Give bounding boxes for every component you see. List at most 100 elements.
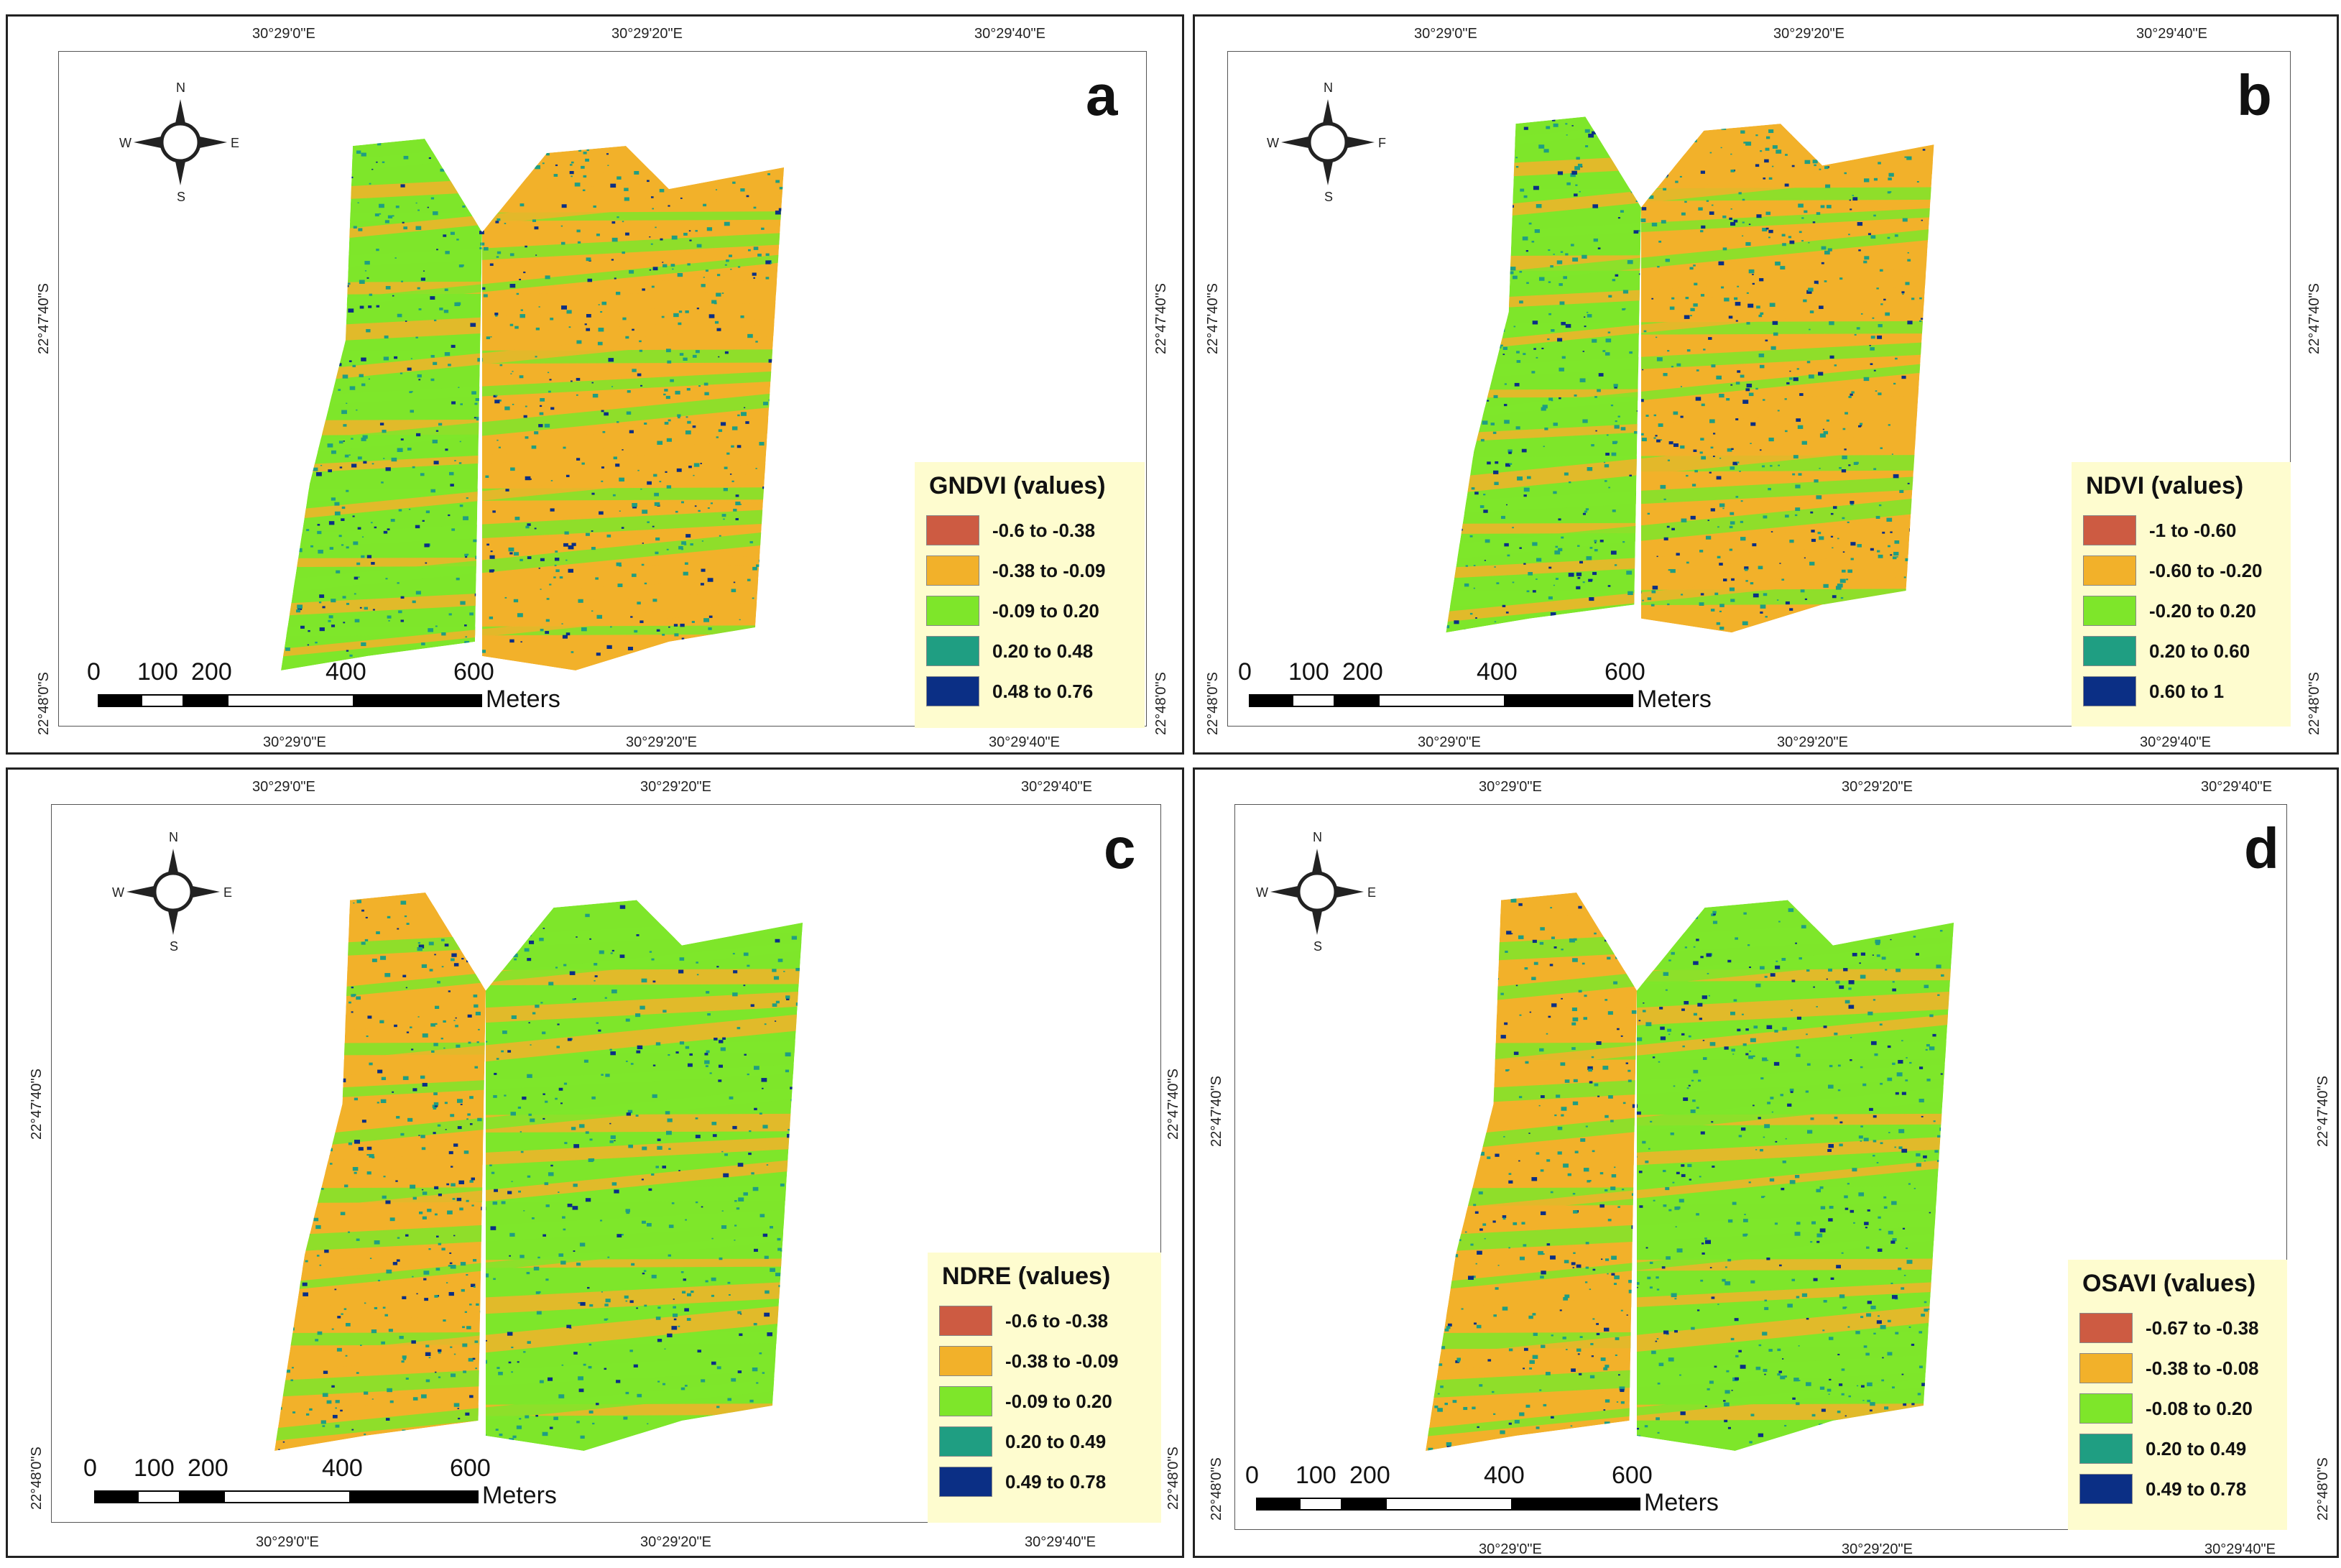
vegetation-pixel	[706, 140, 711, 143]
vegetation-pixel	[1617, 217, 1620, 219]
vegetation-pixel	[472, 1357, 476, 1360]
vegetation-pixel	[662, 1166, 667, 1168]
vegetation-pixel	[525, 245, 527, 248]
vegetation-pixel	[673, 313, 679, 318]
vegetation-pixel	[1920, 432, 1926, 436]
vegetation-pixel	[666, 438, 672, 442]
vegetation-pixel	[262, 1296, 267, 1300]
vegetation-pixel	[1636, 1435, 1641, 1439]
vegetation-pixel	[467, 1014, 472, 1018]
vegetation-pixel	[289, 959, 294, 962]
vegetation-pixel	[406, 125, 408, 126]
vegetation-pixel	[1543, 1403, 1547, 1407]
vegetation-pixel	[1716, 622, 1721, 625]
vegetation-pixel	[1465, 325, 1472, 330]
vegetation-pixel	[517, 1361, 520, 1363]
vegetation-pixel	[1603, 1367, 1608, 1370]
vegetation-pixel	[1635, 1156, 1638, 1158]
vegetation-pixel	[606, 645, 612, 649]
vegetation-pixel	[1852, 952, 1857, 956]
vegetation-pixel	[732, 181, 736, 184]
vegetation-pixel	[317, 1331, 323, 1335]
vegetation-pixel	[1474, 108, 1477, 110]
vegetation-pixel	[1726, 397, 1730, 401]
vegetation-pixel	[1479, 359, 1485, 363]
vegetation-pixel	[1710, 609, 1715, 612]
vegetation-pixel	[1806, 1317, 1809, 1320]
vegetation-pixel	[1913, 891, 1914, 893]
vegetation-pixel	[728, 1293, 731, 1296]
vegetation-pixel	[693, 463, 700, 467]
vegetation-pixel	[716, 1406, 720, 1408]
vegetation-pixel	[1870, 363, 1873, 365]
vegetation-pixel	[495, 1429, 499, 1431]
vegetation-pixel	[1797, 425, 1804, 429]
vegetation-pixel	[667, 360, 672, 364]
vegetation-pixel	[483, 246, 489, 251]
vegetation-pixel	[1508, 451, 1512, 454]
vegetation-pixel	[750, 1004, 754, 1007]
vegetation-pixel	[795, 967, 800, 972]
vegetation-pixel	[481, 650, 486, 653]
vegetation-pixel	[1450, 492, 1456, 497]
crop-row-band	[1446, 206, 1934, 243]
vegetation-pixel	[417, 947, 423, 951]
vegetation-pixel	[1768, 487, 1771, 491]
vegetation-pixel	[738, 125, 742, 128]
vegetation-pixel	[1570, 1425, 1573, 1427]
vegetation-pixel	[573, 1144, 580, 1148]
vegetation-pixel	[1557, 338, 1563, 342]
vegetation-pixel	[1563, 276, 1567, 280]
vegetation-pixel	[770, 620, 775, 624]
vegetation-pixel	[1607, 1011, 1613, 1015]
vegetation-pixel	[464, 1311, 467, 1313]
vegetation-pixel	[567, 1038, 572, 1041]
vegetation-pixel	[700, 895, 703, 897]
vegetation-pixel	[1612, 279, 1616, 282]
vegetation-pixel	[1446, 536, 1449, 540]
vegetation-pixel	[660, 238, 663, 241]
vegetation-pixel	[617, 216, 619, 218]
vegetation-pixel	[1748, 1181, 1751, 1184]
vegetation-pixel	[553, 576, 556, 578]
vegetation-pixel	[499, 1433, 503, 1436]
vegetation-pixel	[1806, 290, 1812, 294]
vegetation-pixel	[1862, 1083, 1867, 1087]
vegetation-pixel	[737, 1311, 742, 1314]
vegetation-pixel	[1693, 264, 1696, 267]
vegetation-pixel	[427, 1434, 433, 1438]
vegetation-pixel	[458, 1417, 461, 1420]
vegetation-pixel	[1781, 1187, 1785, 1191]
vegetation-pixel	[339, 466, 343, 469]
vegetation-pixel	[1914, 916, 1919, 920]
vegetation-pixel	[700, 463, 702, 464]
vegetation-pixel	[781, 281, 784, 285]
vegetation-pixel	[542, 162, 545, 165]
vegetation-pixel	[532, 219, 537, 222]
vegetation-pixel	[1875, 939, 1881, 944]
vegetation-pixel	[1647, 181, 1650, 184]
vegetation-pixel	[1738, 1350, 1742, 1352]
vegetation-pixel	[1799, 393, 1804, 396]
vegetation-pixel	[470, 1283, 476, 1287]
vegetation-pixel	[1850, 501, 1855, 504]
vegetation-pixel	[519, 375, 524, 379]
vegetation-pixel	[775, 180, 780, 183]
vegetation-pixel	[335, 1400, 340, 1403]
vegetation-pixel	[509, 253, 514, 257]
vegetation-pixel	[1922, 149, 1926, 151]
vegetation-pixel	[1583, 1017, 1587, 1020]
vegetation-pixel	[1894, 234, 1898, 237]
vegetation-pixel	[509, 1438, 514, 1442]
vegetation-pixel	[673, 1306, 676, 1309]
vegetation-pixel	[1832, 547, 1834, 549]
vegetation-pixel	[1736, 461, 1740, 464]
vegetation-pixel	[1590, 1342, 1594, 1345]
vegetation-pixel	[364, 1391, 369, 1395]
vegetation-pixel	[644, 423, 647, 425]
vegetation-pixel	[333, 130, 338, 134]
vegetation-pixel	[600, 311, 603, 313]
vegetation-pixel	[328, 469, 333, 473]
vegetation-pixel	[657, 1339, 662, 1342]
vegetation-pixel	[285, 1011, 290, 1015]
